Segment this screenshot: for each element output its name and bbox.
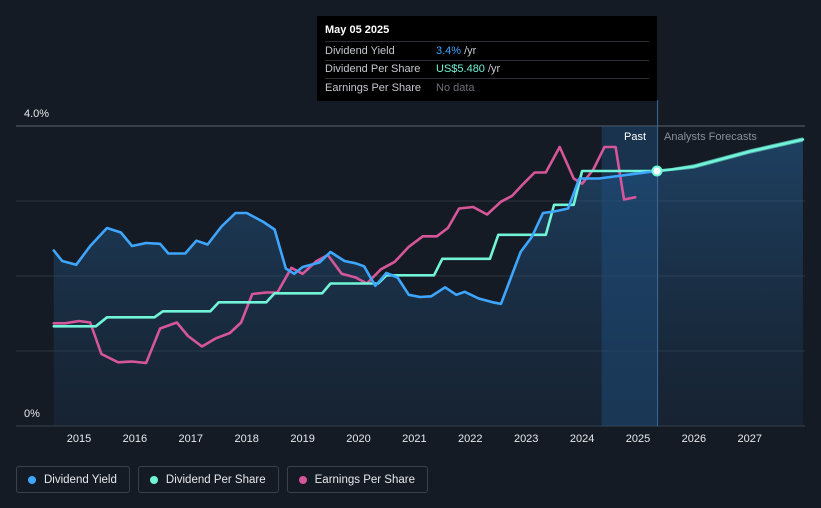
tooltip-label: Dividend Yield xyxy=(325,44,395,57)
x-tick-label: 2027 xyxy=(737,433,763,445)
legend-label: Dividend Yield xyxy=(44,473,117,486)
legend-dividend-yield[interactable]: Dividend Yield xyxy=(16,466,130,493)
x-tick-label: 2020 xyxy=(346,433,371,445)
tooltip-unit: /yr xyxy=(487,63,501,76)
x-tick-label: 2021 xyxy=(402,433,427,445)
x-tick-label: 2023 xyxy=(513,433,539,445)
y-tick-bottom: 0% xyxy=(24,408,40,420)
y-tick-top: 4.0% xyxy=(24,108,50,120)
x-tick-label: 2018 xyxy=(234,433,259,445)
x-tick-label: 2024 xyxy=(569,433,595,445)
legend-label: Earnings Per Share xyxy=(314,473,415,486)
dividend-yield-line xyxy=(52,169,659,306)
highlight-region xyxy=(601,100,659,426)
forecast-band xyxy=(657,137,803,173)
legend-dividend-per-share[interactable]: Dividend Per Share xyxy=(137,466,279,493)
tooltip-label: Dividend Per Share xyxy=(325,63,421,76)
tooltip-unit: /yr xyxy=(464,44,477,57)
tooltip-date: May 05 2025 xyxy=(325,24,390,36)
x-tick-label: 2026 xyxy=(681,433,707,445)
x-tick-label: 2017 xyxy=(178,433,204,445)
dividend-per-share-line xyxy=(52,138,805,328)
series-lines xyxy=(52,137,805,365)
legend-dot-icon xyxy=(28,475,36,484)
legend-dot-icon xyxy=(149,475,158,484)
tooltip-value: 3.4% xyxy=(436,44,462,57)
legend-earnings-per-share[interactable]: Earnings Per Share xyxy=(286,466,428,493)
legend: Dividend Yield Dividend Per Share Earnin… xyxy=(16,466,428,493)
x-tick-label: 2016 xyxy=(122,433,148,445)
hover-marker xyxy=(651,165,663,177)
x-tick-label: 2019 xyxy=(290,433,315,445)
tooltip-row-eps: Earnings Per Share No data xyxy=(325,78,649,97)
tooltip-value: No data xyxy=(436,81,475,94)
legend-label: Dividend Per Share xyxy=(165,473,266,486)
x-tick-label: 2025 xyxy=(625,433,651,445)
tooltip-label: Earnings Per Share xyxy=(325,81,421,94)
legend-dot-icon xyxy=(298,475,307,484)
tooltip-value: US$5.480 xyxy=(436,63,485,76)
yield-area xyxy=(53,137,803,427)
earnings-per-share-line xyxy=(52,145,637,365)
x-tick-label: 2015 xyxy=(66,433,92,445)
tooltip-row-dps: Dividend Per Share US$5.480 /yr xyxy=(325,59,649,79)
x-tick-label: 2022 xyxy=(458,433,483,445)
tooltip: May 05 2025 Dividend Yield 3.4% /yr Divi… xyxy=(317,16,657,101)
hover-point xyxy=(651,165,663,177)
forecast-label: Analysts Forecasts xyxy=(664,131,757,143)
tooltip-row-yield: Dividend Yield 3.4% /yr xyxy=(325,41,649,60)
past-label: Past xyxy=(624,131,647,143)
yield-area-fill xyxy=(53,137,803,427)
